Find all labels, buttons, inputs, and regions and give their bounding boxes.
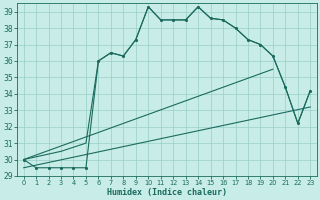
X-axis label: Humidex (Indice chaleur): Humidex (Indice chaleur) [107,188,227,197]
